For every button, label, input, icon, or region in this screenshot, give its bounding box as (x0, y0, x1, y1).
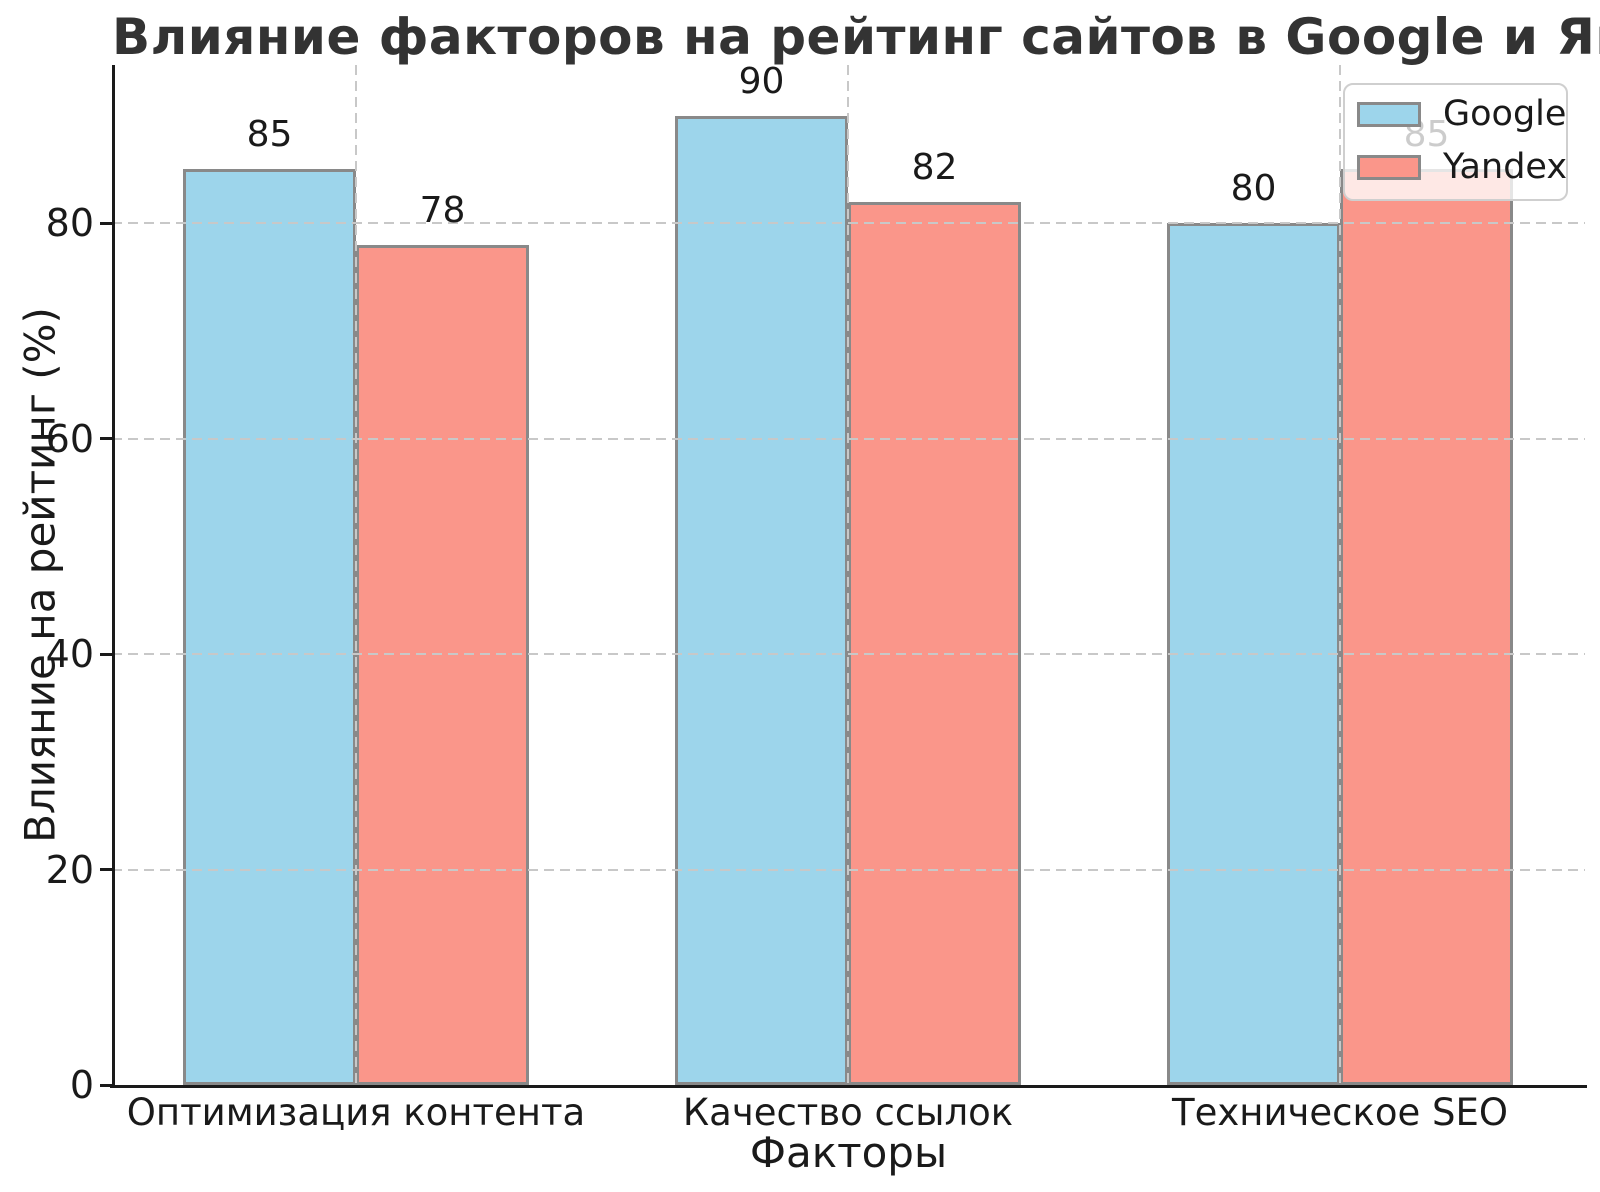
bar-google-1 (675, 115, 848, 1085)
x-axis-title: Факторы (749, 1128, 948, 1177)
category-label-1: Качество ссылок (682, 1091, 1014, 1134)
y-tick-label-0: 0 (69, 1063, 94, 1107)
y-tick-mark-80 (100, 221, 112, 225)
legend-item-yandex: Yandex (1357, 150, 1567, 185)
bar-yandex-1 (848, 201, 1021, 1085)
y-tick-mark-0 (100, 1083, 112, 1087)
y-tick-mark-60 (100, 437, 112, 441)
legend-label-yandex: Yandex (1443, 147, 1568, 187)
value-label-google-2: 80 (1230, 168, 1277, 210)
value-label-google-0: 85 (246, 114, 293, 156)
legend-label-google: Google (1443, 94, 1567, 134)
y-tick-label-80: 80 (45, 201, 94, 246)
value-label-yandex-0: 78 (419, 189, 466, 231)
plot-area: 859080788285 (112, 60, 1585, 1085)
category-label-2: Техническое SEO (1172, 1091, 1508, 1134)
legend-swatch-yandex (1357, 155, 1421, 180)
y-axis-title: Влияние на рейтинг (%) (15, 307, 65, 843)
x-gridline-2 (1339, 65, 1341, 1085)
value-label-yandex-1: 82 (911, 146, 958, 188)
category-label-0: Оптимизация контента (126, 1091, 586, 1134)
x-gridline-1 (847, 65, 849, 1085)
y-tick-mark-40 (100, 652, 112, 656)
y-tick-label-40: 40 (45, 632, 94, 677)
bar-yandex-0 (356, 244, 529, 1085)
legend: Google Yandex (1343, 83, 1568, 201)
value-label-google-1: 90 (738, 60, 785, 102)
x-axis-spine (110, 1085, 1587, 1088)
y-tick-mark-20 (100, 868, 112, 872)
y-tick-label-20: 20 (45, 847, 94, 892)
legend-item-google: Google (1357, 97, 1566, 132)
y-tick-label-60: 60 (45, 416, 94, 461)
bar-yandex-2 (1340, 169, 1513, 1085)
legend-swatch-google (1357, 102, 1421, 127)
bar-google-0 (183, 169, 356, 1085)
chart-title: Влияние факторов на рейтинг сайтов в Goo… (112, 8, 1600, 66)
y-axis-spine (112, 65, 115, 1088)
x-gridline-0 (355, 65, 357, 1085)
